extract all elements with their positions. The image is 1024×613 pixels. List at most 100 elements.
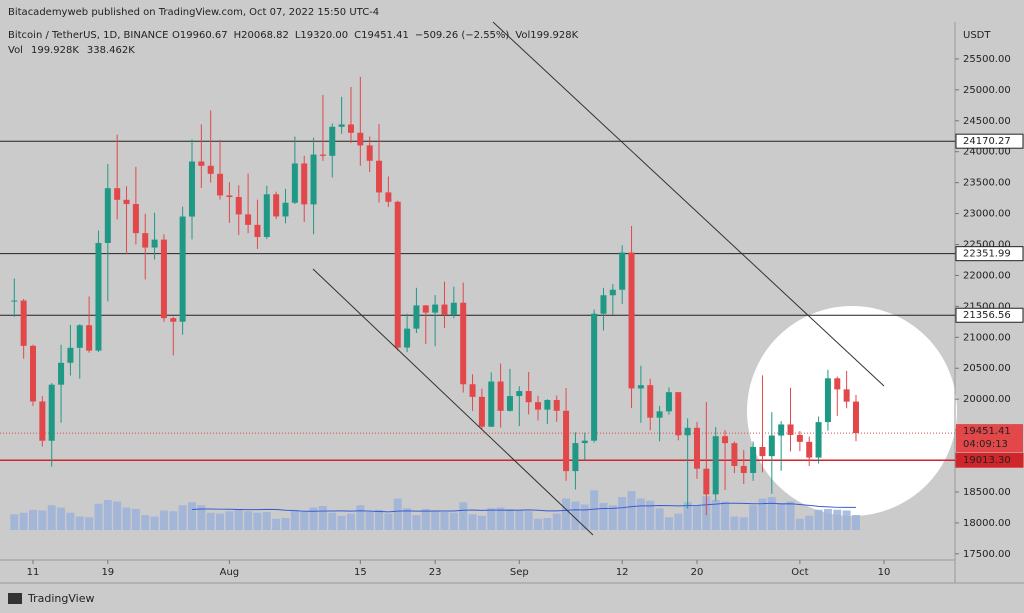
x-tick-label: 23: [429, 567, 442, 578]
volume-legend: Vol: [8, 45, 23, 56]
volume-bar: [721, 501, 730, 530]
candle-body: [469, 384, 476, 397]
legend: Bitcoin / TetherUS, 1D, BINANCE O19960.67…: [8, 30, 579, 56]
volume-bar: [618, 497, 627, 530]
candle-body: [394, 201, 401, 348]
volume-bar: [842, 510, 851, 530]
volume-bar: [608, 505, 617, 530]
y-tick-label: 22000.00: [963, 270, 1011, 281]
level-label: 19013.30: [963, 455, 1011, 466]
y-tick-label: 17500.00: [963, 549, 1011, 560]
volume-bar: [674, 513, 683, 530]
candle-body: [263, 194, 270, 237]
candle-body: [132, 204, 139, 234]
volume-bar: [318, 506, 327, 530]
candle-body: [310, 154, 317, 205]
candle-body: [516, 391, 523, 397]
volume-bar: [636, 498, 645, 530]
candle-body: [665, 392, 672, 412]
volume-bar: [599, 503, 608, 530]
currency: USDT: [963, 30, 991, 41]
candle-body: [488, 381, 495, 427]
last-price-label: 19451.41: [963, 426, 1011, 437]
volume-bar: [94, 503, 103, 530]
y-tick-label: 25500.00: [963, 54, 1011, 65]
candle-body: [376, 160, 383, 193]
candle-body: [170, 318, 177, 322]
volume-bar: [393, 498, 402, 530]
volume-bar: [505, 509, 514, 530]
candle-body: [385, 192, 392, 202]
volume-bar: [440, 512, 449, 530]
y-tick-label: 21500.00: [963, 301, 1011, 312]
candle-body: [497, 381, 504, 411]
level-tag: [955, 452, 1024, 468]
candle-body: [198, 161, 205, 166]
volume-bar: [85, 517, 94, 530]
candle-body: [787, 424, 794, 435]
volume-bar: [524, 511, 533, 530]
volume-bar: [159, 510, 168, 530]
y-tick-label: 22500.00: [963, 240, 1011, 251]
level-label: 24170.27: [963, 136, 1011, 147]
volume-bar: [711, 500, 720, 530]
ohlc-value: −509.26 (−2.55%): [415, 30, 510, 41]
y-tick-label: 25000.00: [963, 85, 1011, 96]
volume-bar: [346, 513, 355, 530]
trend-line: [492, 21, 885, 387]
candle-body: [76, 325, 83, 348]
volume-bar: [646, 500, 655, 530]
volume-layer: [10, 490, 860, 530]
candle-body: [506, 396, 513, 411]
y-tick-label: 21000.00: [963, 332, 1011, 343]
candle-body: [581, 440, 588, 444]
x-tick-label: Sep: [510, 567, 529, 578]
candle-body: [684, 427, 691, 436]
candle-body: [450, 302, 457, 315]
volume-bar: [328, 512, 337, 530]
candle-body: [58, 362, 65, 385]
volume-bar: [281, 518, 290, 530]
highlight-circle: [747, 306, 957, 516]
volume-bar: [225, 511, 234, 530]
candle-body: [796, 434, 803, 442]
y-tick-label: 18500.00: [963, 487, 1011, 498]
ohlc-value: Vol199.928K: [515, 30, 578, 41]
candle-body: [235, 197, 242, 215]
candle-body: [188, 161, 195, 217]
candle-body: [703, 468, 710, 495]
volume-bar: [19, 512, 28, 530]
x-tick-label: 10: [878, 567, 891, 578]
volume-bar: [375, 509, 384, 530]
candle-body: [852, 401, 859, 434]
symbol: Bitcoin / TetherUS, 1D, BINANCE: [8, 30, 168, 41]
candle-body: [834, 378, 841, 390]
candle-body: [422, 305, 429, 313]
candle-body: [806, 441, 813, 458]
level-label: 21356.56: [963, 310, 1011, 321]
volume-bar: [356, 505, 365, 530]
y-tick-label: 20500.00: [963, 363, 1011, 374]
candle-body: [712, 436, 719, 495]
candle-body: [572, 443, 579, 472]
volume-bar: [833, 509, 842, 530]
volume-bar: [627, 491, 636, 530]
candle-body: [179, 216, 186, 322]
volume-legend: 199.928K: [31, 45, 79, 56]
volume-bar: [244, 511, 253, 530]
axes: 17500.0018000.0018500.0019000.0019500.00…: [27, 54, 1024, 578]
candle-body: [759, 446, 766, 457]
candle-body: [460, 302, 467, 385]
candle-body: [151, 239, 158, 248]
candle-body: [48, 384, 55, 441]
candle-body: [750, 446, 757, 473]
volume-bar: [178, 505, 187, 530]
y-tick-label: 23500.00: [963, 178, 1011, 189]
volume-bar: [749, 505, 758, 530]
candle-body: [544, 400, 551, 410]
candle-body: [39, 401, 46, 441]
x-tick-label: Aug: [220, 567, 240, 578]
volume-bar: [337, 515, 346, 530]
volume-bar: [290, 509, 299, 530]
candle-body: [291, 163, 298, 203]
